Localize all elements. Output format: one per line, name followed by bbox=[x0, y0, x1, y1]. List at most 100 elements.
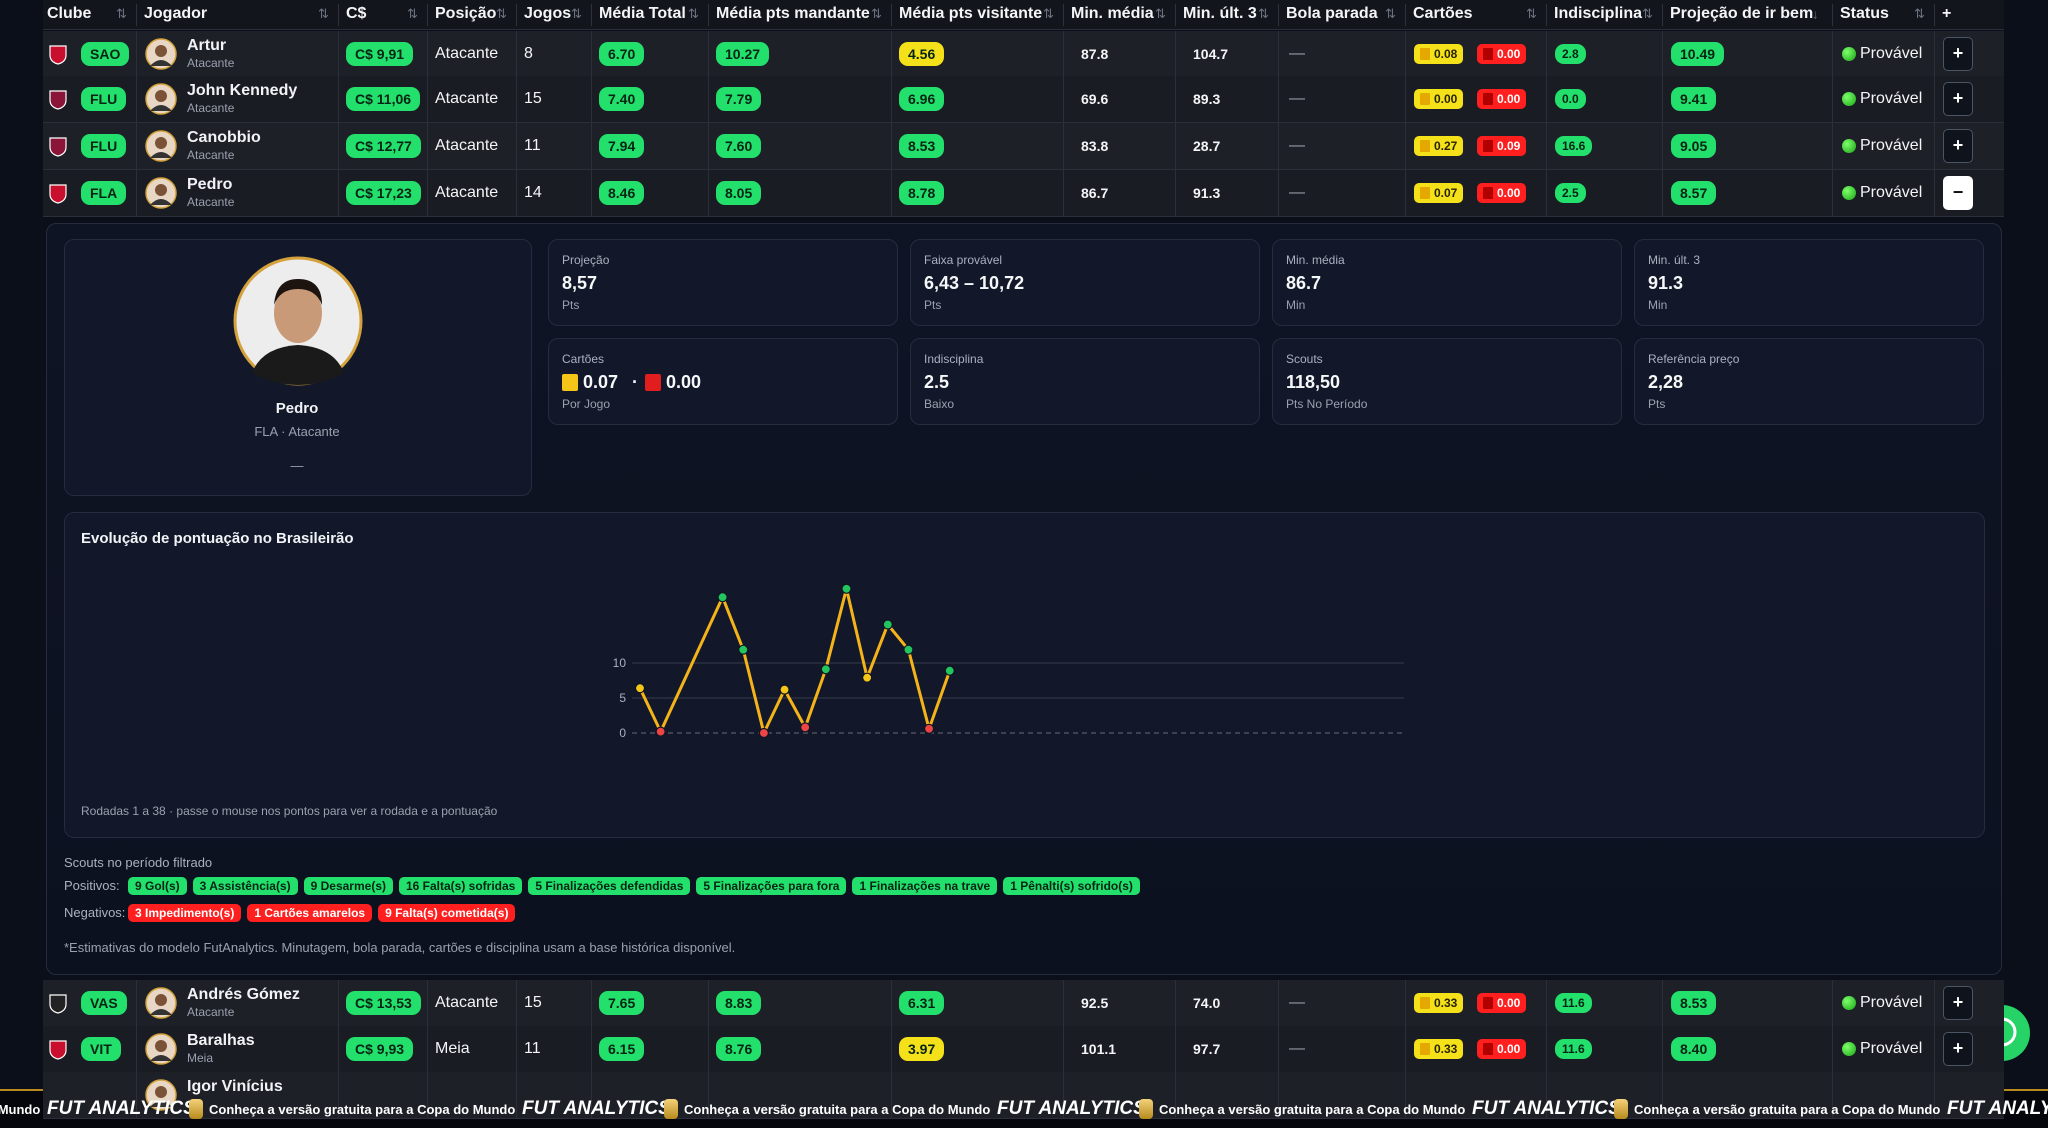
sort-icon[interactable]: ⇅ bbox=[318, 6, 329, 21]
column-separator bbox=[1832, 4, 1833, 26]
cell-separator bbox=[1934, 1072, 1935, 1118]
column-header[interactable]: Jogos bbox=[524, 5, 572, 22]
sort-icon[interactable]: ⇅ bbox=[871, 6, 882, 21]
score-point[interactable] bbox=[841, 583, 852, 594]
sort-icon[interactable]: ⇅ bbox=[1385, 6, 1396, 21]
status-dot bbox=[1842, 47, 1856, 61]
club-badge bbox=[49, 1040, 67, 1060]
player-role: Atacante bbox=[187, 195, 235, 209]
sort-icon[interactable]: ⇅ bbox=[1914, 6, 1925, 21]
sort-icon[interactable]: ⇅ bbox=[116, 6, 127, 21]
score-point[interactable] bbox=[882, 619, 893, 630]
cell-separator bbox=[427, 1072, 428, 1118]
avatar-head bbox=[155, 45, 167, 57]
avatar-body bbox=[150, 60, 172, 66]
sort-icon[interactable]: ⇅ bbox=[407, 6, 418, 21]
column-header[interactable]: Indisciplina bbox=[1554, 5, 1643, 22]
media-visitante: 8.53 bbox=[899, 134, 945, 158]
row-toggle-button[interactable]: + bbox=[1943, 37, 1973, 71]
column-header[interactable]: Média Total bbox=[599, 5, 686, 22]
cell-separator bbox=[1063, 170, 1064, 216]
cell-separator bbox=[1662, 123, 1663, 169]
cell-separator bbox=[591, 123, 592, 169]
sort-icon[interactable]: ⇅ bbox=[571, 6, 582, 21]
row-toggle-button[interactable]: + bbox=[1943, 82, 1973, 116]
row-toggle-button[interactable]: + bbox=[1943, 986, 1973, 1020]
cell-separator bbox=[1063, 31, 1064, 77]
score-point[interactable] bbox=[634, 683, 646, 694]
score-point[interactable] bbox=[738, 644, 749, 655]
stat-value: 6,43 – 10,72 bbox=[924, 273, 1025, 293]
club-shield bbox=[49, 137, 67, 157]
sort-icon[interactable]: ⇅ bbox=[688, 6, 699, 21]
stat-value: 2.5 bbox=[924, 372, 950, 392]
min-ult3: 104.7 bbox=[1193, 46, 1229, 62]
column-header[interactable]: Média pts visitante bbox=[899, 5, 1043, 22]
sort-icon[interactable]: ↓ bbox=[1812, 6, 1819, 22]
score-point[interactable] bbox=[655, 726, 666, 737]
cell-separator bbox=[136, 980, 137, 1026]
score-point[interactable] bbox=[758, 727, 769, 739]
column-header[interactable]: Jogador bbox=[144, 5, 208, 22]
sort-icon[interactable]: ⇅ bbox=[1043, 6, 1054, 21]
cell-separator bbox=[1278, 980, 1279, 1026]
score-point[interactable] bbox=[923, 723, 935, 734]
yellow-card: 0.07 bbox=[1414, 183, 1464, 203]
score-point[interactable] bbox=[903, 644, 914, 655]
sort-icon[interactable]: ⇅ bbox=[496, 6, 507, 21]
stat-card: Scouts 118,50 Pts No Período bbox=[1272, 338, 1622, 425]
score-point[interactable] bbox=[717, 592, 728, 603]
ticker-brand: FUT ANALYTICS bbox=[522, 1098, 671, 1119]
score-point[interactable] bbox=[800, 722, 811, 733]
status: Provável bbox=[1860, 994, 1923, 1011]
red-card-icon bbox=[1483, 93, 1493, 105]
yellow-card: 0.33 bbox=[1414, 1039, 1464, 1059]
score-point[interactable] bbox=[944, 665, 955, 676]
column-separator bbox=[516, 4, 517, 26]
player-role: Atacante bbox=[187, 56, 235, 70]
cell-separator bbox=[516, 1026, 517, 1072]
sort-icon[interactable]: ⇅ bbox=[1258, 6, 1269, 21]
column-header[interactable]: Projeção de ir bem bbox=[1670, 5, 1814, 22]
table-row bbox=[43, 1072, 2004, 1119]
cell-separator bbox=[1405, 1026, 1406, 1072]
min-ult3: 74.0 bbox=[1193, 995, 1221, 1011]
score-point[interactable] bbox=[779, 684, 790, 695]
bola-parada: — bbox=[1289, 45, 1305, 62]
yellow-card: 0.08 bbox=[1414, 44, 1464, 64]
media-total: 7.40 bbox=[599, 87, 645, 111]
sort-icon[interactable]: ⇅ bbox=[1155, 6, 1166, 21]
row-toggle-button[interactable]: + bbox=[1943, 129, 1973, 163]
column-header[interactable]: Min. média bbox=[1071, 5, 1154, 22]
sort-icon[interactable]: ⇅ bbox=[1526, 6, 1537, 21]
column-header[interactable]: Média pts mandante bbox=[716, 5, 870, 22]
red-card: 0.00 bbox=[1477, 993, 1527, 1013]
stat-card: Cartões 0.07 · 0.00 Por Jogo bbox=[548, 338, 898, 425]
player-name: Artur bbox=[187, 37, 227, 54]
stat-unit: Baixo bbox=[924, 397, 955, 411]
column-header[interactable]: Cartões bbox=[1413, 5, 1473, 22]
row-toggle-button[interactable]: − bbox=[1943, 176, 1973, 210]
column-header[interactable]: Clube bbox=[47, 5, 92, 22]
player-name: Andrés Gómez bbox=[187, 986, 300, 1003]
column-header[interactable]: C$ bbox=[346, 5, 367, 22]
cell-separator bbox=[1546, 1026, 1547, 1072]
row-toggle-button[interactable]: + bbox=[1943, 1032, 1973, 1066]
games: 14 bbox=[524, 184, 542, 201]
avatar-head bbox=[155, 1086, 167, 1098]
sort-icon[interactable]: ⇅ bbox=[1642, 6, 1653, 21]
column-header[interactable]: Status bbox=[1840, 5, 1889, 22]
score-point[interactable] bbox=[862, 672, 873, 683]
scouts-title: Scouts no período filtrado bbox=[64, 855, 213, 870]
yellow-card-icon bbox=[1420, 1043, 1430, 1055]
status-dot bbox=[1842, 139, 1856, 153]
media-total: 8.46 bbox=[599, 181, 645, 205]
ticker-text: Conheça a versão gratuita para a Copa do… bbox=[1634, 1102, 1941, 1117]
score-point[interactable] bbox=[820, 664, 831, 675]
column-header[interactable]: Bola parada bbox=[1286, 5, 1378, 22]
price-pill: C$ 17,23 bbox=[346, 181, 421, 205]
column-header[interactable]: Posição bbox=[435, 5, 497, 22]
column-header[interactable]: Min. últ. 3 bbox=[1183, 5, 1257, 22]
media-mandante: 7.60 bbox=[716, 134, 762, 158]
cell-separator bbox=[1662, 1072, 1663, 1118]
